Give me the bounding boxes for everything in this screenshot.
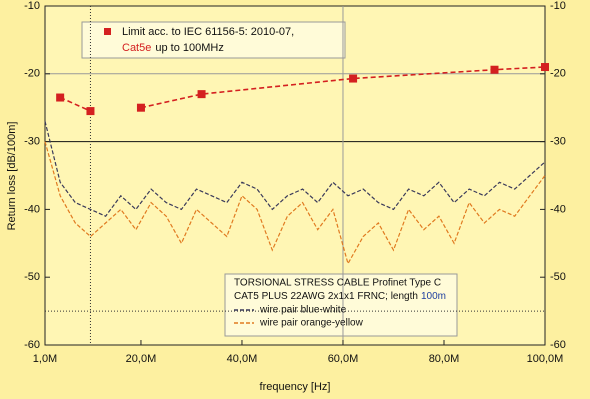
series-line [44, 121, 546, 217]
x-axis-label: frequency [Hz] [260, 381, 331, 393]
legend-note-label: Cat5e [122, 42, 151, 54]
legend-note: Cat5e up to 100MHz [122, 42, 224, 54]
y-tick-label: -60 [550, 339, 566, 351]
series-line [59, 66, 546, 112]
marker [349, 74, 358, 83]
marker [490, 65, 499, 74]
marker [86, 107, 95, 116]
y-tick-label: -50 [24, 271, 40, 283]
marker [541, 63, 549, 72]
legend-label: Limit acc. to IEC 61156-5: 2010-07, [122, 26, 294, 38]
x-tick-label: 60,0M [328, 353, 359, 365]
legend-label: wire pair orange-yellow [259, 318, 364, 329]
x-tick-label: 1,0M [33, 353, 57, 365]
y-tick-label: -20 [550, 68, 566, 80]
y-tick-label: -10 [24, 0, 40, 12]
legend-marker [104, 28, 111, 35]
legend-box [224, 273, 458, 337]
legend-subtitle-length: 100m [421, 291, 446, 302]
y-tick-label: -20 [24, 68, 40, 80]
x-tick-label: 100,0M [527, 353, 564, 365]
x-tick-label: 40,0M [227, 353, 258, 365]
x-tick-label: 20,0M [126, 353, 157, 365]
marker [197, 90, 206, 99]
y-tick-label: -30 [550, 136, 566, 148]
legend-title: TORSIONAL STRESS CABLE Profinet Type C [234, 278, 441, 289]
legend-subtitle-text: CAT5 PLUS 22AWG 2x1x1 FRNC; length [234, 291, 418, 302]
y-tick-label: -50 [550, 271, 566, 283]
marker [56, 93, 65, 102]
y-tick-label: -40 [24, 203, 40, 215]
series-line [44, 141, 546, 266]
y-tick-label: -10 [550, 0, 566, 12]
y-tick-label: -30 [24, 136, 40, 148]
y-tick-label: -40 [550, 203, 566, 215]
marker [136, 103, 145, 112]
legend-subtitle: CAT5 PLUS 22AWG 2x1x1 FRNC; length 100m [234, 291, 446, 302]
y-tick-label: -60 [24, 339, 40, 351]
legend-box [81, 21, 346, 59]
x-tick-label: 80,0M [429, 353, 460, 365]
legend-label: wire pair blue-white [259, 305, 347, 316]
legend-note-text: up to 100MHz [155, 42, 223, 54]
y-axis-label: Return loss [dB/100m] [6, 122, 18, 231]
